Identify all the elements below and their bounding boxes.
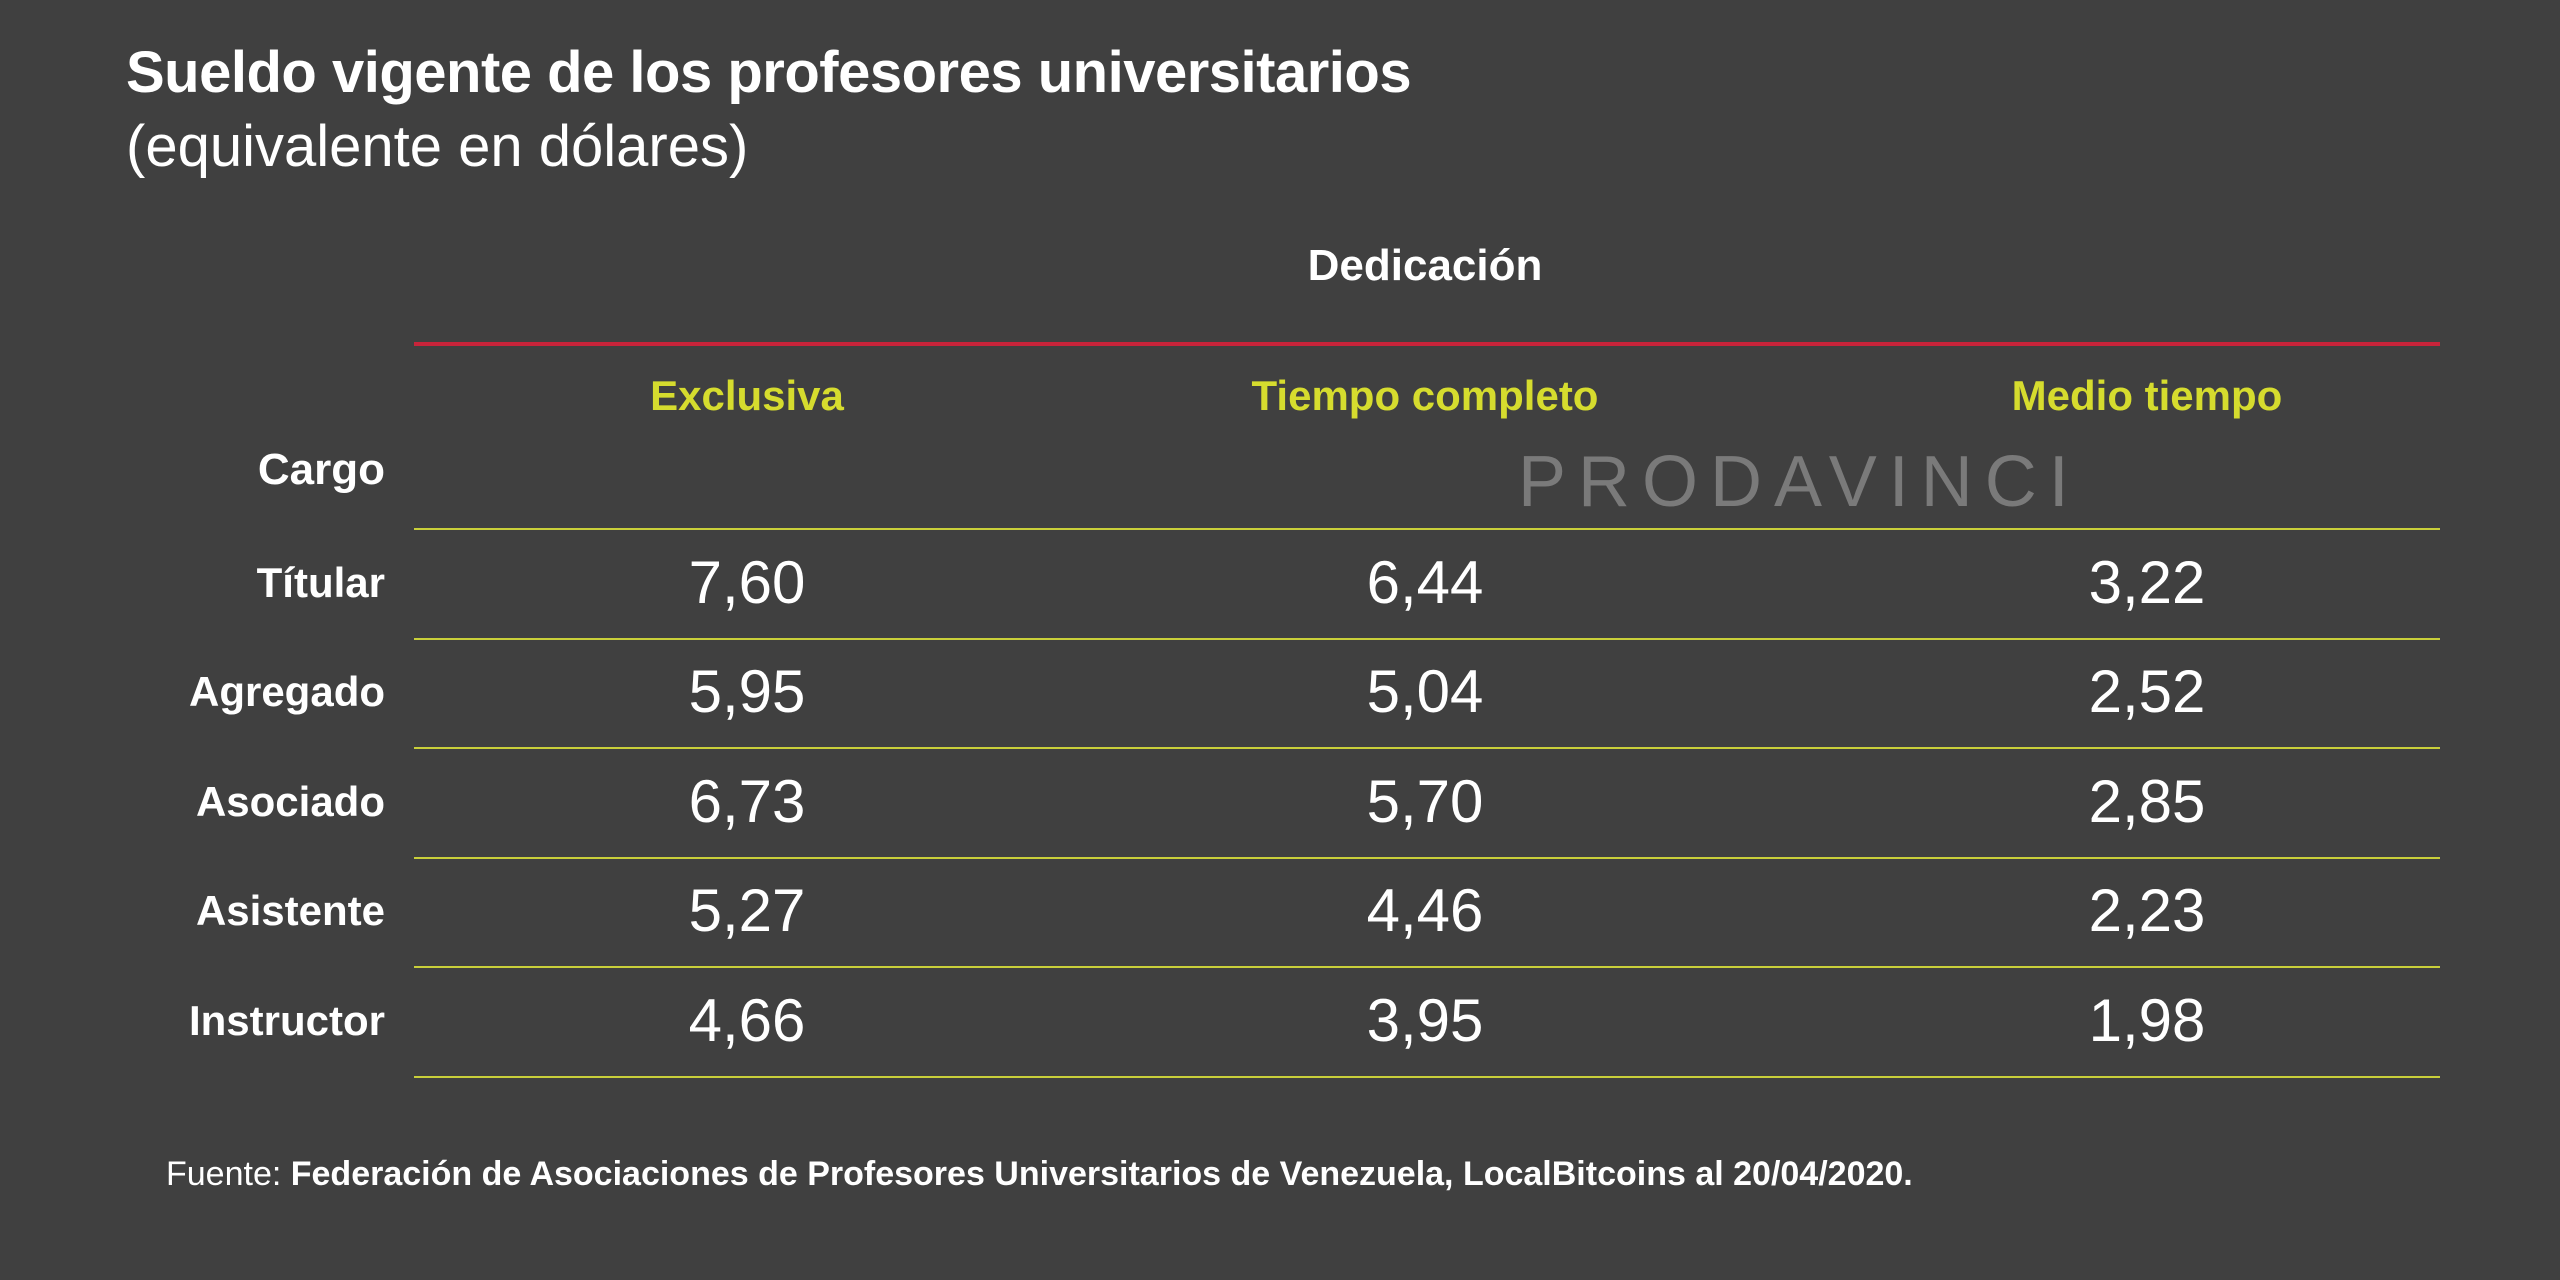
data-cell: 4,66 bbox=[688, 986, 806, 1054]
data-cell: 5,95 bbox=[688, 658, 806, 726]
data-cell: 2,52 bbox=[2088, 658, 2206, 726]
row-label: Agregado bbox=[188, 668, 385, 716]
data-cell: 2,85 bbox=[2088, 767, 2206, 835]
row-divider bbox=[414, 528, 2440, 530]
data-cell: 3,95 bbox=[1366, 986, 1484, 1054]
data-cell: 6,44 bbox=[1366, 548, 1484, 616]
data-cell: 5,70 bbox=[1366, 767, 1484, 835]
column-header-0: Exclusiva bbox=[650, 372, 844, 419]
source-lead: Fuente: bbox=[166, 1155, 291, 1193]
row-divider bbox=[414, 747, 2440, 749]
data-cell: 1,98 bbox=[2088, 986, 2206, 1054]
column-header-2: Medio tiempo bbox=[2011, 372, 2283, 419]
chart-title: Sueldo vigente de los profesores univers… bbox=[126, 40, 1412, 105]
data-cell: 7,60 bbox=[688, 548, 806, 616]
row-divider bbox=[414, 1075, 2440, 1078]
row-label: Títular bbox=[256, 558, 385, 606]
watermark-logo: PRODAVINCI bbox=[1518, 442, 2081, 522]
group-header-dedicacion: Dedicación bbox=[1307, 241, 1543, 290]
row-label: Asociado bbox=[195, 777, 385, 825]
data-cell: 2,23 bbox=[2088, 877, 2206, 945]
chart-subtitle: (equivalente en dólares) bbox=[126, 114, 749, 179]
row-header-cargo: Cargo bbox=[257, 445, 385, 494]
data-cell: 5,04 bbox=[1366, 658, 1484, 726]
data-cell: 3,22 bbox=[2088, 548, 2206, 616]
source-text: Federación de Asociaciones de Profesores… bbox=[290, 1155, 1913, 1193]
data-cell: 4,46 bbox=[1366, 877, 1484, 945]
row-divider bbox=[414, 856, 2440, 859]
row-label: Asistente bbox=[195, 887, 385, 935]
data-cell: 5,27 bbox=[688, 877, 806, 945]
header-top-rule bbox=[414, 342, 2440, 346]
row-label: Instructor bbox=[188, 996, 385, 1044]
data-cell: 6,73 bbox=[688, 767, 806, 835]
row-divider bbox=[414, 637, 2440, 640]
row-divider bbox=[414, 966, 2440, 968]
source-note: Fuente: Federación de Asociaciones de Pr… bbox=[166, 1150, 1913, 1198]
column-header-1: Tiempo completo bbox=[1251, 372, 1599, 419]
